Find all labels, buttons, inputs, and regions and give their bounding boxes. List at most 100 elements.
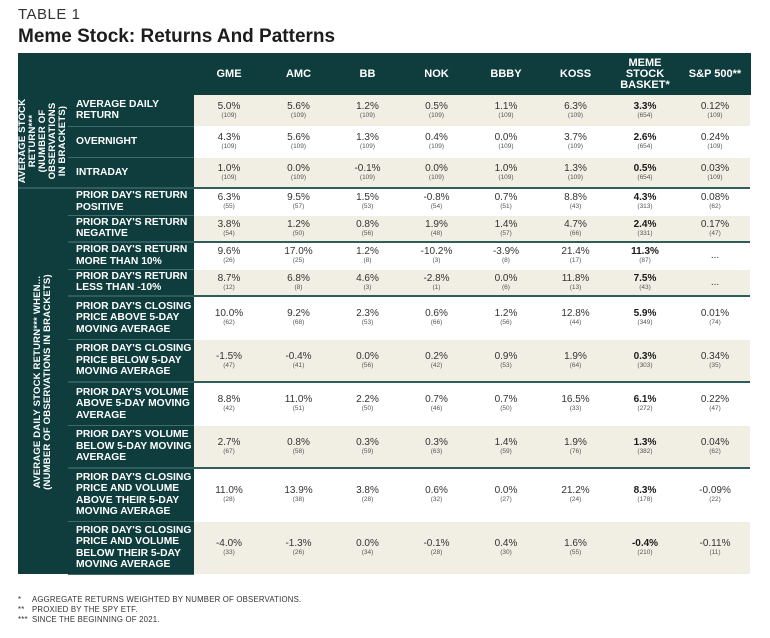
cell-observations: (109) — [221, 173, 237, 181]
cell-value: 0.3% — [356, 436, 379, 448]
data-cell: 0.6% (32) — [402, 467, 471, 522]
data-cell: -0.4% (210) — [610, 521, 680, 575]
cell-value: 4.3% — [217, 132, 241, 143]
cell-value: 0.6% — [425, 485, 448, 497]
cell-observations: (109) — [498, 173, 514, 181]
column-header-1: AMC — [264, 53, 334, 95]
column-header-5: KOSS — [541, 53, 611, 95]
row-label: PRIOR DAY'S CLOSING PRICE AND VOLUME BELOW… — [68, 521, 194, 575]
data-cell: 9.2% (68) — [264, 295, 333, 340]
cell-value: 1.2% — [287, 218, 310, 230]
cell-value: 3.7% — [564, 132, 587, 143]
returns-table-grid: GME AMC BB NOK BBBY KOSS MEME STOCK BASKET* S&P 5… — [17, 53, 751, 575]
cell-value: 0.0% — [494, 272, 518, 284]
cell-observations: (24) — [569, 496, 582, 504]
footnote-mark: ** — [18, 605, 25, 614]
cell-value: 5.6% — [287, 132, 310, 143]
row-label: PRIOR DAY'S RETURN MORE THAN 10% — [68, 241, 194, 270]
data-cell: 3.7% (109) — [541, 126, 610, 158]
cell-value: 5.6% — [287, 100, 310, 112]
data-cell: 0.0% (34) — [333, 521, 402, 575]
cell-value: 4.6% — [356, 272, 379, 284]
row-label: PRIOR DAY'S RETURN LESS THAN -10% — [68, 269, 194, 297]
cell-observations: (349) — [637, 319, 653, 327]
cell-value: 5.9% — [633, 308, 657, 320]
cell-observations: (56) — [500, 319, 512, 327]
cell-value: 10.0% — [214, 308, 244, 320]
footnote-mark: *** — [18, 615, 28, 624]
cell-observations: (13) — [569, 283, 582, 291]
data-cell: 1.9% (64) — [541, 339, 610, 383]
cell-observations: (654) — [637, 111, 653, 119]
cell-observations: (8) — [294, 283, 303, 291]
table-row: PRIOR DAY'S RETURN MORE THAN 10% 9.6% (26) 1… — [18, 241, 750, 270]
cell-value: 0.0% — [356, 538, 379, 549]
cell-observations: (47) — [223, 361, 235, 369]
cell-observations: (313) — [637, 203, 653, 211]
cell-value: 3.3% — [633, 100, 657, 112]
cell-observations: (53) — [361, 203, 374, 211]
cell-observations: (109) — [428, 173, 445, 181]
cell-value: 13.9% — [284, 485, 313, 497]
cell-observations: (109) — [221, 111, 237, 119]
cell-observations: (25) — [292, 257, 305, 265]
cell-value: 6.1% — [633, 394, 657, 406]
cell-observations: (68) — [292, 319, 305, 327]
cell-observations: (11) — [709, 549, 721, 556]
table-row: PRIOR DAY'S VOLUME BELOW 5-DAY MOVING AVER… — [18, 425, 750, 469]
data-cell: 0.0% (56) — [333, 339, 402, 383]
cell-value: 3.8% — [217, 218, 241, 230]
cell-observations: (28) — [361, 496, 374, 504]
cell-observations: (6) — [502, 283, 510, 291]
row-label: PRIOR DAY'S CLOSING PRICE ABOVE 5-DAY MOVI… — [68, 295, 194, 340]
cell-value: 8.3% — [633, 485, 657, 497]
cell-observations: (109) — [359, 173, 376, 181]
cell-observations: (109) — [290, 111, 307, 119]
data-cell: 9.6% (26) — [194, 241, 264, 270]
cell-value: 11.0% — [284, 394, 313, 406]
row-group-text: AVERAGE STOCK RETURN*** (NUMBER OF OBSER… — [17, 98, 68, 184]
data-cell: 5.6% (109) — [264, 126, 333, 158]
data-cell: 0.17% (47) — [680, 215, 750, 243]
data-cell: 6.3% (109) — [541, 95, 610, 127]
data-cell: 6.1% (272) — [610, 381, 680, 426]
footnote-mark: * — [18, 595, 22, 604]
cell-observations: (62) — [223, 319, 235, 327]
data-cell: 21.4% (17) — [541, 241, 610, 270]
cell-value: 1.0% — [217, 162, 241, 174]
cell-observations: (42) — [223, 405, 235, 413]
cell-value: -2.8% — [423, 272, 450, 284]
cell-observations: (12) — [223, 283, 235, 291]
cell-observations: (654) — [637, 143, 653, 150]
cell-observations: (109) — [290, 173, 307, 181]
data-cell: 4.6% (3) — [333, 269, 402, 297]
row-label: PRIOR DAY'S VOLUME BELOW 5-DAY MOVING AVER… — [68, 425, 194, 469]
table-row: PRIOR DAY'S CLOSING PRICE AND VOLUME BELOW… — [18, 521, 750, 575]
data-cell: 1.4% (57) — [471, 215, 541, 243]
data-cell: 3.3% (654) — [610, 95, 680, 127]
returns-table: GME AMC BB NOK BBBY KOSS MEME STOCK BASKET* S&P 5… — [17, 53, 751, 591]
column-header-6: MEME STOCK BASKET* — [610, 53, 681, 95]
table-row: PRIOR DAY'S CLOSING PRICE BELOW 5-DAY MOVI… — [18, 339, 750, 383]
table-row: PRIOR DAY'S RETURN LESS THAN -10% 8.7% (12)… — [18, 269, 750, 297]
footnote-text: SINCE THE BEGINNING OF 2021. — [32, 615, 160, 624]
data-cell: 0.9% (53) — [471, 339, 541, 383]
cell-observations: (43) — [569, 203, 582, 211]
cell-value: -3.9% — [492, 246, 520, 258]
data-cell: 13.9% (38) — [264, 467, 333, 522]
data-cell: 1.3% (382) — [610, 425, 680, 469]
cell-value: -1.5% — [215, 350, 243, 362]
data-cell: 10.0% (62) — [194, 295, 264, 340]
cell-observations: (42) — [430, 361, 443, 369]
cell-observations: (1) — [432, 283, 441, 291]
table-row: AVERAGE STOCK RETURN*** (NUMBER OF OBSER… — [17, 95, 750, 188]
cell-value: 0.8% — [287, 436, 310, 448]
data-cell: 2.2% (50) — [333, 381, 402, 426]
cell-value: 0.6% — [425, 308, 448, 320]
data-cell: 0.3% (303) — [610, 339, 680, 383]
row-label: OVERNIGHT — [68, 126, 194, 158]
data-cell: 5.6% (109) — [264, 95, 333, 127]
table-title: Meme Stock: Returns And Patterns — [18, 26, 336, 47]
data-cell: -1.3% (26) — [264, 521, 333, 575]
cell-value: -4.0% — [215, 538, 243, 549]
